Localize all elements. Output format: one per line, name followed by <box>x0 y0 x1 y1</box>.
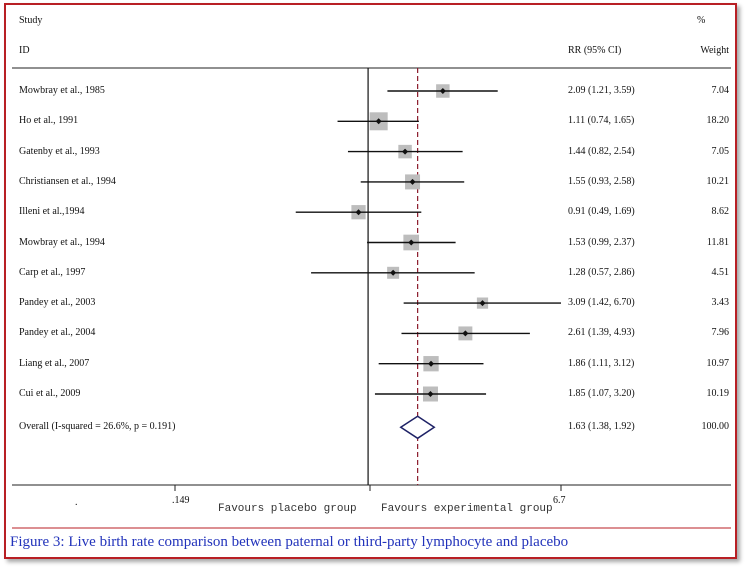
header-id: ID <box>19 45 30 56</box>
study-name: Pandey et al., 2004 <box>19 327 96 339</box>
study-weight: 7.05 <box>711 145 730 157</box>
point-estimate-marker <box>375 118 382 125</box>
study-name: Ho et al., 1991 <box>19 115 79 127</box>
favours-placebo-label: Favours placebo group <box>218 503 357 515</box>
point-estimate-marker <box>402 148 409 155</box>
study-name: Liang et al., 2007 <box>19 357 90 369</box>
study-weight: 10.21 <box>706 175 730 187</box>
figure-frame <box>4 3 737 559</box>
study-name: Gatenby et al., 1993 <box>19 145 100 157</box>
point-estimate-marker <box>355 209 362 216</box>
study-rr-ci: 3.09 (1.42, 6.70) <box>568 297 635 309</box>
header-rr: RR (95% CI) <box>568 45 622 56</box>
study-weight: 10.97 <box>706 357 730 369</box>
study-name: Christiansen et al., 1994 <box>19 175 116 187</box>
study-rr-ci: 1.44 (0.82, 2.54) <box>568 145 635 157</box>
study-weight: 4.51 <box>711 266 730 278</box>
header-weight: Weight <box>700 45 729 56</box>
study-weight: 8.62 <box>711 206 730 218</box>
study-name: Carp et al., 1997 <box>19 266 86 278</box>
tick-label-left: .149 <box>172 495 190 506</box>
point-estimate-marker <box>439 88 446 94</box>
study-name: Mowbray et al., 1985 <box>19 85 105 96</box>
study-name: Cui et al., 2009 <box>19 388 81 399</box>
study-weight: 10.19 <box>706 388 730 399</box>
overall-weight: 100.00 <box>701 421 730 433</box>
header-study: Study <box>19 15 43 26</box>
study-name: Illeni et al.,1994 <box>19 206 85 218</box>
overall-name: Overall (I-squared = 26.6%, p = 0.191) <box>19 421 176 433</box>
tick-label-right: 6.7 <box>553 495 566 506</box>
study-name: Pandey et al., 2003 <box>19 297 96 309</box>
overall-diamond <box>399 415 436 440</box>
study-weight: 18.20 <box>706 115 730 127</box>
point-estimate-marker <box>428 360 435 367</box>
point-estimate-marker <box>390 269 397 276</box>
favours-experimental-label: Favours experimental group <box>381 503 553 515</box>
point-estimate-marker <box>462 330 469 337</box>
header-percent: % <box>697 15 706 26</box>
point-estimate-marker <box>409 178 416 185</box>
study-weight: 7.96 <box>711 327 730 339</box>
study-weight: 11.81 <box>706 236 729 248</box>
study-rr-ci: 1.55 (0.93, 2.58) <box>568 175 635 187</box>
study-rr-ci: 0.91 (0.49, 1.69) <box>568 206 635 218</box>
study-rr-ci: 1.11 (0.74, 1.65) <box>568 115 635 127</box>
study-rr-ci: 2.61 (1.39, 4.93) <box>568 327 635 339</box>
study-weight: 3.43 <box>711 297 730 309</box>
point-estimate-marker <box>408 239 415 246</box>
study-rr-ci: 2.09 (1.21, 3.59) <box>568 85 635 96</box>
study-weight: 7.04 <box>711 85 730 96</box>
point-estimate-marker <box>479 300 486 307</box>
study-name: Mowbray et al., 1994 <box>19 236 105 248</box>
point-estimate-marker <box>427 391 434 397</box>
study-rr-ci: 1.53 (0.99, 2.37) <box>568 236 635 248</box>
study-rr-ci: 1.86 (1.11, 3.12) <box>568 357 635 369</box>
figure-caption: Figure 3: Live birth rate comparison bet… <box>10 534 569 550</box>
overall-rr-ci: 1.63 (1.38, 1.92) <box>568 421 635 433</box>
study-rr-ci: 1.85 (1.07, 3.20) <box>568 388 635 399</box>
study-rr-ci: 1.28 (0.57, 2.86) <box>568 266 635 278</box>
bottom-left-mark: . <box>75 497 78 508</box>
